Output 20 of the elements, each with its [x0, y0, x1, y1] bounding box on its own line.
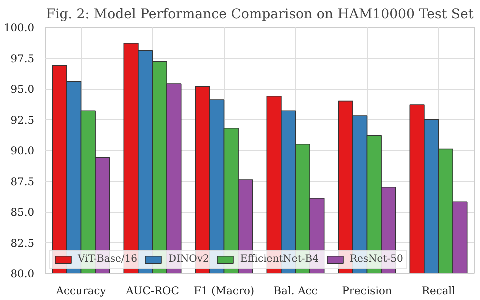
chart-title: Fig. 2: Model Performance Comparison on HAM10000 Test Set: [46, 8, 474, 22]
x-tick-label: Recall: [422, 284, 456, 298]
x-tick-label: Bal. Acc: [274, 284, 318, 298]
y-tick-label: 100.0: [4, 22, 35, 34]
y-tick-label: 95.0: [10, 83, 35, 96]
y-tick-label: 90.0: [10, 144, 35, 158]
legend-label: ResNet-50: [350, 254, 404, 265]
x-tick-label: Precision: [342, 284, 392, 298]
legend-label: ViT-Base/16: [78, 254, 138, 265]
x-tick-label: Accuracy: [55, 284, 106, 298]
y-tick-label: 80.0: [10, 268, 35, 280]
y-tick-label: 97.5: [10, 52, 35, 66]
y-tick-label: 82.5: [10, 236, 35, 250]
y-tick-label: 85.0: [10, 206, 35, 219]
x-tick-label: F1 (Macro): [194, 284, 255, 298]
y-tick-label: 87.5: [10, 175, 35, 188]
legend-label: DINOv2: [168, 254, 210, 265]
legend-label: EfficientNet-B4: [240, 254, 319, 265]
x-tick-label: AUC-ROC: [125, 284, 180, 298]
y-tick-label: 92.5: [10, 114, 35, 127]
